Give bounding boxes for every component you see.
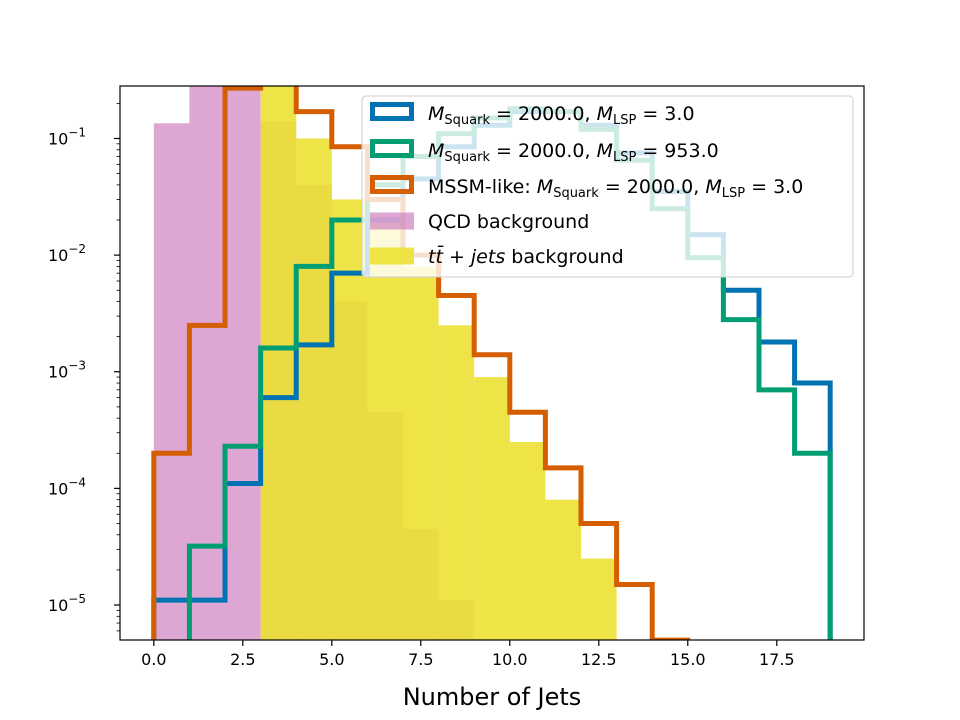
x-tick-label: 7.5 [408,650,433,669]
legend-label: MSquark = 2000.0, MLSP = 3.0 [428,103,695,128]
bar [580,558,617,640]
bar [296,138,332,640]
legend-swatch [370,102,414,121]
legend-label: MSSM-like: MSquark = 2000.0, MLSP = 3.0 [428,176,803,201]
x-tick-label: 12.5 [581,650,617,669]
legend-swatch [370,212,414,230]
legend-label: MSquark = 2000.0, MLSP = 953.0 [428,140,719,165]
legend-swatch [370,247,414,265]
x-tick-label: 0.0 [141,650,166,669]
x-axis-label: Number of Jets [403,683,582,711]
legend-label: QCD background [428,211,589,233]
axes: 0.0 2.5 5.0 7.5 10.0 12.5 15.0 17.5 10−5 10−4 10−3… [48,85,865,669]
axes-frame [119,85,865,641]
bar [225,86,261,640]
y-tick-label: 10−5 [48,592,86,615]
x-tick-label: 5.0 [319,650,344,669]
y-tick-label: 10−3 [48,359,86,382]
legend-label: tt̄ + jets background [428,244,624,268]
y-tick-label: 10−2 [48,242,86,265]
bar [189,86,226,640]
legend-box [361,95,854,278]
x-tick-label: 2.5 [230,650,255,669]
x-tick-label: 10.0 [492,650,528,669]
y-tick-label: 10−1 [48,125,86,148]
legend-swatch [370,175,414,194]
x-tick-label: 17.5 [759,650,795,669]
x-tick-label: 15.0 [670,650,706,669]
step-series-mssm-like-m-squark-2000-0-m-lsp-3-0 [151,86,833,640]
bar [260,86,297,640]
bar [367,220,404,640]
bar [403,266,439,640]
y-tick-label: 10−4 [48,475,86,498]
bar [438,325,475,640]
bar [509,441,546,640]
filled-histograms [153,86,617,640]
legend-swatch [370,139,414,158]
bar [545,499,581,640]
legend: MSquark = 2000.0, MLSP = 3.0 MSquark = 20… [361,95,854,278]
bar [153,123,190,640]
bar [474,377,510,640]
